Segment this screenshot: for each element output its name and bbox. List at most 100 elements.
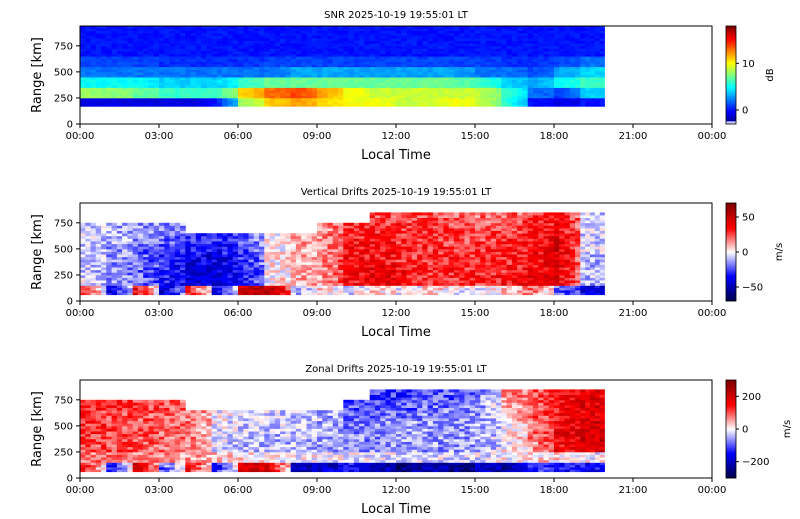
heatmap-cell — [317, 58, 323, 62]
heatmap-cell — [238, 45, 244, 49]
heatmap-cell — [206, 48, 213, 52]
heatmap-cell — [374, 274, 381, 278]
heatmap-cell — [599, 269, 605, 273]
heatmap-cell — [438, 26, 444, 29]
heatmap-cell — [580, 40, 586, 44]
heatmap-cell — [317, 259, 323, 263]
heatmap-cell — [443, 71, 450, 75]
heatmap-cell — [338, 56, 344, 60]
heatmap-cell — [522, 261, 529, 265]
heatmap-cell — [264, 97, 270, 101]
heatmap-cell — [338, 282, 344, 286]
heatmap-cell — [374, 272, 381, 276]
heatmap-cell — [174, 43, 181, 47]
heatmap-cell — [554, 100, 560, 103]
heatmap-cell — [95, 66, 102, 70]
heatmap-cell — [517, 259, 523, 263]
heatmap-cell — [348, 74, 355, 78]
heatmap-cell — [274, 90, 281, 94]
heatmap-cell — [594, 28, 601, 31]
heatmap-cell — [90, 95, 97, 99]
heatmap-cell — [295, 285, 302, 289]
heatmap-cell — [216, 100, 223, 103]
heatmap-cell — [227, 28, 234, 31]
heatmap-cell — [548, 51, 555, 54]
heatmap-cell — [590, 79, 596, 83]
heatmap-cell — [280, 53, 286, 57]
heatmap-cell — [348, 104, 355, 107]
heatmap-cell — [153, 35, 160, 39]
heatmap-cell — [459, 56, 465, 60]
heatmap-cell — [295, 69, 302, 73]
heatmap-cell — [443, 104, 450, 107]
heatmap-cell — [517, 51, 523, 54]
heatmap-cell — [353, 28, 360, 31]
heatmap-cell — [594, 84, 601, 88]
heatmap-cell — [580, 53, 586, 57]
heatmap-cell — [575, 71, 581, 75]
heatmap-cell — [448, 254, 455, 258]
heatmap-cell — [432, 95, 439, 99]
heatmap-cell — [590, 84, 596, 88]
heatmap-cell — [532, 84, 539, 88]
heatmap-cell — [580, 58, 586, 62]
heatmap-cell — [396, 87, 402, 91]
heatmap-cell — [501, 64, 507, 68]
heatmap-cell — [559, 100, 565, 103]
heatmap-cell — [522, 97, 529, 101]
heatmap-cell — [80, 74, 86, 78]
heatmap-cell — [464, 104, 471, 107]
heatmap-cell — [396, 51, 402, 54]
heatmap-cell — [469, 104, 476, 107]
heatmap-cell — [243, 259, 249, 263]
heatmap-cell — [469, 30, 476, 34]
heatmap-cell — [485, 102, 492, 105]
heatmap-cell — [111, 248, 118, 252]
heatmap-cell — [80, 269, 86, 273]
heatmap-cell — [475, 259, 481, 263]
heatmap-cell — [238, 35, 244, 39]
heatmap-cell — [101, 272, 107, 276]
heatmap-cell — [85, 274, 91, 278]
heatmap-cell — [590, 277, 596, 281]
heatmap-cell — [422, 97, 428, 101]
heatmap-cell — [590, 274, 596, 278]
heatmap-cell — [501, 282, 507, 286]
heatmap-cell — [243, 97, 249, 101]
heatmap-cell — [306, 104, 313, 107]
heatmap-cell — [290, 92, 297, 96]
heatmap-cell — [594, 58, 601, 62]
heatmap-cell — [348, 43, 355, 47]
heatmap-cell — [216, 261, 223, 265]
heatmap-cell — [280, 104, 286, 107]
heatmap-cell — [106, 84, 112, 88]
heatmap-cell — [469, 45, 476, 49]
heatmap-cell — [438, 104, 444, 107]
heatmap-cell — [311, 267, 318, 271]
heatmap-cell — [295, 259, 302, 263]
heatmap-cell — [432, 90, 439, 94]
heatmap-cell — [264, 69, 270, 73]
heatmap-cell — [111, 264, 118, 268]
colorbar-segment — [726, 94, 736, 96]
heatmap-cell — [243, 48, 249, 52]
heatmap-cell — [564, 261, 571, 265]
heatmap-cell — [380, 69, 386, 73]
heatmap-cell — [180, 274, 186, 278]
heatmap-cell — [238, 104, 244, 107]
heatmap-cell — [259, 256, 265, 260]
heatmap-cell — [259, 285, 265, 289]
colorbar-segment — [726, 71, 736, 73]
heatmap-cell — [385, 82, 392, 86]
heatmap-cell — [517, 28, 523, 31]
heatmap-cell — [153, 95, 160, 99]
heatmap-cell — [543, 79, 550, 83]
heatmap-cell — [269, 100, 276, 103]
heatmap-cell — [327, 58, 334, 62]
heatmap-cell — [148, 38, 155, 41]
heatmap-cell — [132, 292, 139, 296]
colorbar-segment — [726, 122, 736, 124]
heatmap-cell — [174, 287, 181, 291]
heatmap-cell — [327, 277, 334, 281]
heatmap-cell — [506, 292, 513, 296]
